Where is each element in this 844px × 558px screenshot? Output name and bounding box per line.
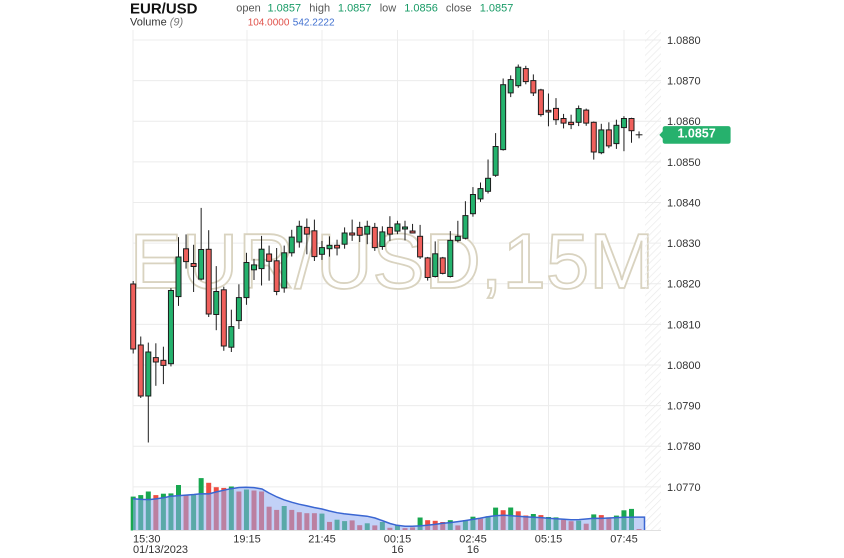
svg-text:1.0856: 1.0856 <box>404 3 438 15</box>
svg-text:05:15: 05:15 <box>535 534 563 546</box>
svg-text:1.0780: 1.0780 <box>667 441 701 453</box>
svg-text:01/13/2023: 01/13/2023 <box>133 544 188 556</box>
svg-text:1.0857: 1.0857 <box>338 3 372 15</box>
svg-text:16: 16 <box>467 544 479 556</box>
svg-text:high: high <box>309 3 330 15</box>
svg-text:00:15: 00:15 <box>384 534 412 546</box>
svg-text:1.0840: 1.0840 <box>667 197 701 209</box>
svg-text:542.2222: 542.2222 <box>293 18 335 29</box>
svg-text:EUR/USD: EUR/USD <box>130 1 198 18</box>
svg-text:1.0830: 1.0830 <box>667 238 701 250</box>
svg-text:1.0857: 1.0857 <box>480 3 514 15</box>
svg-text:1.0790: 1.0790 <box>667 401 701 413</box>
svg-text:1.0870: 1.0870 <box>667 76 701 88</box>
svg-text:1.0860: 1.0860 <box>667 116 701 128</box>
svg-text:1.0800: 1.0800 <box>667 360 701 372</box>
svg-text:1.0880: 1.0880 <box>667 35 701 47</box>
svg-text:close: close <box>446 3 472 15</box>
svg-text:1.0850: 1.0850 <box>667 157 701 169</box>
svg-text:19:15: 19:15 <box>233 534 261 546</box>
svg-text:104.0000: 104.0000 <box>248 18 290 29</box>
svg-text:02:45: 02:45 <box>459 534 487 546</box>
svg-text:open: open <box>236 3 260 15</box>
svg-text:1.0770: 1.0770 <box>667 482 701 494</box>
svg-text:1.0820: 1.0820 <box>667 279 701 291</box>
svg-text:15:30: 15:30 <box>133 534 161 546</box>
svg-text:21:45: 21:45 <box>308 534 336 546</box>
svg-text:1.0857: 1.0857 <box>268 3 302 15</box>
svg-text:low: low <box>380 3 397 15</box>
svg-text:16: 16 <box>391 544 403 556</box>
svg-text:07:45: 07:45 <box>610 534 638 546</box>
svg-text:1.0857: 1.0857 <box>677 127 715 141</box>
svg-text:Volume (9): Volume (9) <box>130 17 184 29</box>
svg-text:1.0810: 1.0810 <box>667 319 701 331</box>
